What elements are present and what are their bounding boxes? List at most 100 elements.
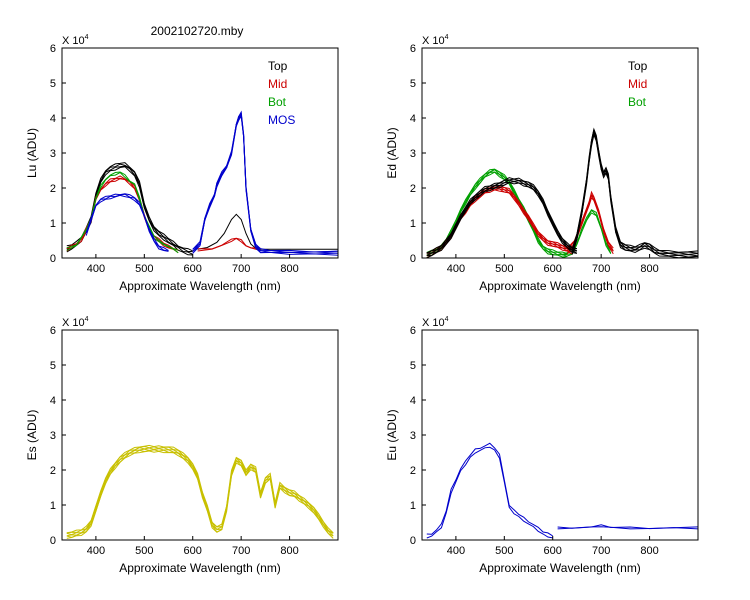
series-top <box>426 177 578 259</box>
series-mid <box>197 237 261 252</box>
y-exponent-label: X 104 <box>62 34 89 47</box>
x-tick-label: 500 <box>495 545 513 557</box>
legend-entry-bot: Bot <box>268 95 287 109</box>
x-tick-label: 500 <box>135 545 153 557</box>
series-top <box>66 162 193 256</box>
series-line <box>426 168 568 255</box>
y-tick-label: 5 <box>410 78 416 90</box>
y-tick-label: 1 <box>50 218 56 230</box>
y-axis-label: Eu (ADU) <box>385 409 399 460</box>
series-line <box>66 175 179 251</box>
y-tick-label: 6 <box>410 43 416 55</box>
y-exponent-power: 4 <box>445 34 449 41</box>
series-line <box>571 129 699 254</box>
axes-frame <box>421 47 699 259</box>
series-line <box>197 213 338 250</box>
series-top <box>571 127 699 259</box>
y-axis-label: Es (ADU) <box>25 410 39 461</box>
series-line <box>426 442 553 537</box>
y-tick-label: 0 <box>410 253 416 265</box>
x-tick-label: 500 <box>135 263 153 275</box>
series-line <box>571 127 699 253</box>
series-line <box>197 237 261 250</box>
series-top <box>197 213 338 250</box>
series-mos <box>85 193 169 252</box>
x-tick-label: 800 <box>280 263 298 275</box>
y-exponent-label: X 104 <box>422 34 449 47</box>
y-tick-label: 6 <box>410 325 416 337</box>
x-tick-label: 800 <box>640 545 658 557</box>
series-line <box>66 163 193 253</box>
panel-eu: 400 500 600 700 800 0 1 2 3 4 5 6 X 104 Approximate W… <box>385 316 699 575</box>
series-mid <box>66 175 179 254</box>
x-tick-label: 400 <box>87 263 105 275</box>
y-tick-label: 2 <box>50 183 56 195</box>
x-tick-label: 700 <box>232 263 250 275</box>
x-tick-label: 700 <box>592 263 610 275</box>
series-line <box>557 524 699 530</box>
x-tick-label: 400 <box>447 545 465 557</box>
y-tick-label: 3 <box>50 430 56 442</box>
x-tick-label: 400 <box>447 263 465 275</box>
y-tick-label: 5 <box>50 78 56 90</box>
series-line <box>426 169 568 256</box>
series-line <box>192 115 339 255</box>
series-line <box>192 112 339 254</box>
legend-entry-top: Top <box>628 59 648 73</box>
series-line <box>426 446 553 539</box>
series-line <box>192 110 339 253</box>
y-exponent-power: 4 <box>85 316 89 323</box>
series-line <box>85 193 169 252</box>
y-axis-label: Ed (ADU) <box>385 127 399 178</box>
y-exponent-power: 4 <box>445 316 449 323</box>
legend-entry-mid: Mid <box>268 77 287 91</box>
y-tick-label: 3 <box>410 148 416 160</box>
y-tick-label: 5 <box>50 360 56 372</box>
series-line <box>192 114 339 256</box>
x-tick-label: 600 <box>544 545 562 557</box>
x-tick-label: 600 <box>184 545 202 557</box>
y-exponent-power: 4 <box>85 34 89 41</box>
x-axis-label: Approximate Wavelength (nm) <box>479 279 641 293</box>
panel-es: 400 500 600 700 800 0 1 2 3 4 5 6 X 104 Approximate W… <box>25 316 339 575</box>
x-tick-label: 700 <box>232 545 250 557</box>
x-axis-label: Approximate Wavelength (nm) <box>479 561 641 575</box>
y-tick-label: 1 <box>410 500 416 512</box>
axes-frame <box>421 329 699 541</box>
x-axis-label: Approximate Wavelength (nm) <box>119 279 281 293</box>
series-mos <box>192 110 339 256</box>
series-eu <box>426 442 553 539</box>
legend-entry-bot: Bot <box>628 95 647 109</box>
y-tick-label: 4 <box>50 395 56 407</box>
y-tick-label: 1 <box>50 500 56 512</box>
y-tick-label: 0 <box>410 535 416 547</box>
y-tick-label: 4 <box>50 113 56 125</box>
series-line <box>66 177 179 251</box>
y-tick-label: 0 <box>50 253 56 265</box>
y-tick-label: 4 <box>410 395 416 407</box>
x-tick-label: 700 <box>592 545 610 557</box>
x-tick-label: 600 <box>184 263 202 275</box>
series-line <box>66 444 334 534</box>
x-axis-label: Approximate Wavelength (nm) <box>119 561 281 575</box>
y-tick-label: 1 <box>410 218 416 230</box>
y-exponent-label: X 104 <box>422 316 449 329</box>
series-line <box>66 162 193 252</box>
series-line <box>426 177 578 254</box>
y-tick-label: 5 <box>410 360 416 372</box>
y-tick-label: 3 <box>410 430 416 442</box>
x-tick-label: 800 <box>640 263 658 275</box>
y-tick-label: 3 <box>50 148 56 160</box>
series-eu <box>557 524 699 530</box>
series-line <box>192 113 339 254</box>
legend-entry-mid: Mid <box>628 77 647 91</box>
y-tick-label: 6 <box>50 325 56 337</box>
legend-entry-mos: MOS <box>268 113 295 127</box>
axes-frame <box>61 47 339 259</box>
y-tick-label: 4 <box>410 113 416 125</box>
y-tick-label: 2 <box>410 183 416 195</box>
series-line <box>426 189 573 259</box>
y-tick-label: 6 <box>50 43 56 55</box>
y-tick-label: 0 <box>50 535 56 547</box>
y-exponent-label: X 104 <box>62 316 89 329</box>
